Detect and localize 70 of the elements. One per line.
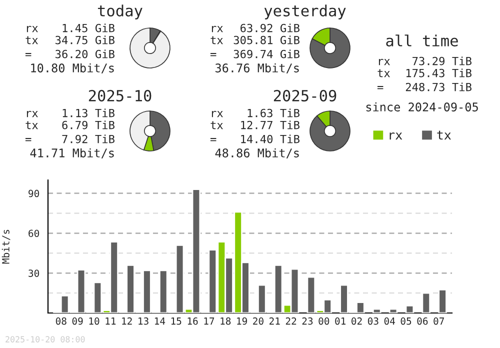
text: tx bbox=[210, 121, 223, 130]
text: today bbox=[98, 4, 142, 20]
text: tx bbox=[378, 69, 390, 78]
x-tick-label: 11 bbox=[106, 318, 116, 325]
x-tick-label: 10 bbox=[89, 317, 100, 325]
text: 34.75 GiB bbox=[56, 36, 114, 44]
text: 305.81 GiB bbox=[234, 36, 300, 44]
text: 1.13 TiB bbox=[62, 108, 114, 118]
text: 41.71 Mbit/s bbox=[30, 148, 114, 158]
text: rx bbox=[378, 58, 390, 66]
legend-label: rx bbox=[390, 132, 402, 140]
x-tick-label: 08 bbox=[56, 317, 66, 325]
x-tick-label: 12 bbox=[122, 317, 132, 325]
x-tick-label: 04 bbox=[384, 317, 395, 325]
text: 73.29 TiB bbox=[412, 56, 472, 66]
x-tick-label: 02 bbox=[352, 317, 362, 325]
x-tick-label: 22 bbox=[286, 317, 296, 325]
x-tick-label: 17 bbox=[204, 318, 214, 325]
x-tick-label: 21 bbox=[270, 317, 280, 325]
y-tick-label: 30 bbox=[28, 270, 40, 277]
x-tick-label: 13 bbox=[138, 317, 148, 325]
x-tick-label: 16 bbox=[188, 317, 198, 325]
text: since 2024-09-05 bbox=[366, 102, 478, 112]
x-tick-label: 09 bbox=[72, 317, 83, 325]
text: = bbox=[25, 138, 32, 142]
text: = bbox=[210, 53, 216, 56]
x-tick-label: 15 bbox=[171, 318, 182, 325]
text: 12.77 TiB bbox=[241, 120, 300, 130]
text: rx bbox=[26, 26, 38, 32]
x-tick-label: 07 bbox=[434, 317, 444, 325]
text: tx bbox=[26, 36, 38, 44]
text: 248.73 TiB bbox=[406, 82, 472, 92]
text: = bbox=[377, 86, 384, 90]
y-tick-label: 60 bbox=[28, 230, 40, 238]
text: 175.43 TiB bbox=[406, 68, 472, 78]
text: tx bbox=[210, 36, 223, 44]
x-tick-label: 19 bbox=[237, 317, 247, 325]
x-tick-label: 03 bbox=[368, 317, 378, 325]
text: 36.20 GiB bbox=[56, 50, 114, 58]
x-tick-label: 06 bbox=[417, 317, 428, 325]
text: 2025-09 bbox=[274, 90, 336, 102]
legend-label: tx bbox=[437, 130, 451, 140]
x-tick-label: 23 bbox=[302, 317, 313, 325]
y-axis-title: Mbit/s bbox=[2, 230, 10, 264]
text: rx bbox=[212, 26, 223, 32]
text: 6.79 TiB bbox=[62, 120, 114, 130]
text: = bbox=[210, 138, 216, 142]
text: 48.86 Mbit/s bbox=[215, 148, 299, 158]
x-tick-label: 14 bbox=[154, 318, 166, 325]
text: 63.92 GiB bbox=[240, 24, 300, 32]
text: rx bbox=[26, 110, 38, 118]
text: 2025-10 bbox=[88, 90, 152, 102]
text: tx bbox=[26, 121, 38, 130]
text: 7.92 TiB bbox=[62, 134, 114, 144]
text: = bbox=[25, 53, 32, 56]
text: 1.63 TiB bbox=[248, 108, 300, 118]
x-tick-label: 05 bbox=[400, 317, 412, 325]
text: all time bbox=[386, 34, 458, 46]
text: 36.76 Mbit/s bbox=[216, 63, 299, 74]
x-tick-label: 20 bbox=[253, 317, 264, 325]
text: yesterday bbox=[264, 4, 346, 20]
x-tick-label: 18 bbox=[220, 317, 231, 325]
x-tick-label: 01 bbox=[335, 317, 346, 325]
x-tick-label: 00 bbox=[318, 317, 330, 325]
text: 10.80 Mbit/s bbox=[31, 63, 114, 74]
text: rx bbox=[212, 110, 223, 118]
text: 1.45 GiB bbox=[62, 24, 114, 32]
y-tick-label: 90 bbox=[28, 190, 40, 198]
text: 14.40 TiB bbox=[241, 134, 300, 144]
text: 369.74 GiB bbox=[234, 50, 300, 58]
